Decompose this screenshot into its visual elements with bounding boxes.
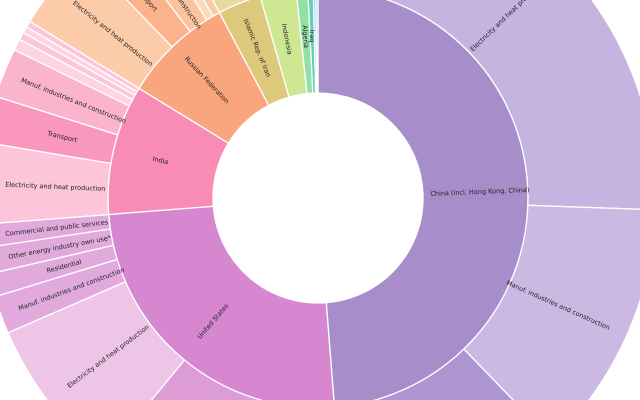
- sector-segment-manuf-industries-and-construction: [463, 204, 640, 400]
- sector-segment-electricity-and-heat-production: [385, 0, 640, 210]
- sector-segment-unlabeled: [150, 359, 264, 400]
- country-label-china-incl-hong-kong-china: China (incl. Hong Kong, China): [430, 186, 529, 198]
- sector-segment-unlabeled: [211, 0, 250, 14]
- country-segment-unlabeled: [315, 0, 319, 94]
- country-label-india: India: [152, 155, 169, 167]
- sector-segment-unlabeled: [372, 348, 514, 400]
- country-label-iraq: Iraq: [308, 30, 316, 43]
- country-label-algeria: Algeria: [300, 25, 310, 48]
